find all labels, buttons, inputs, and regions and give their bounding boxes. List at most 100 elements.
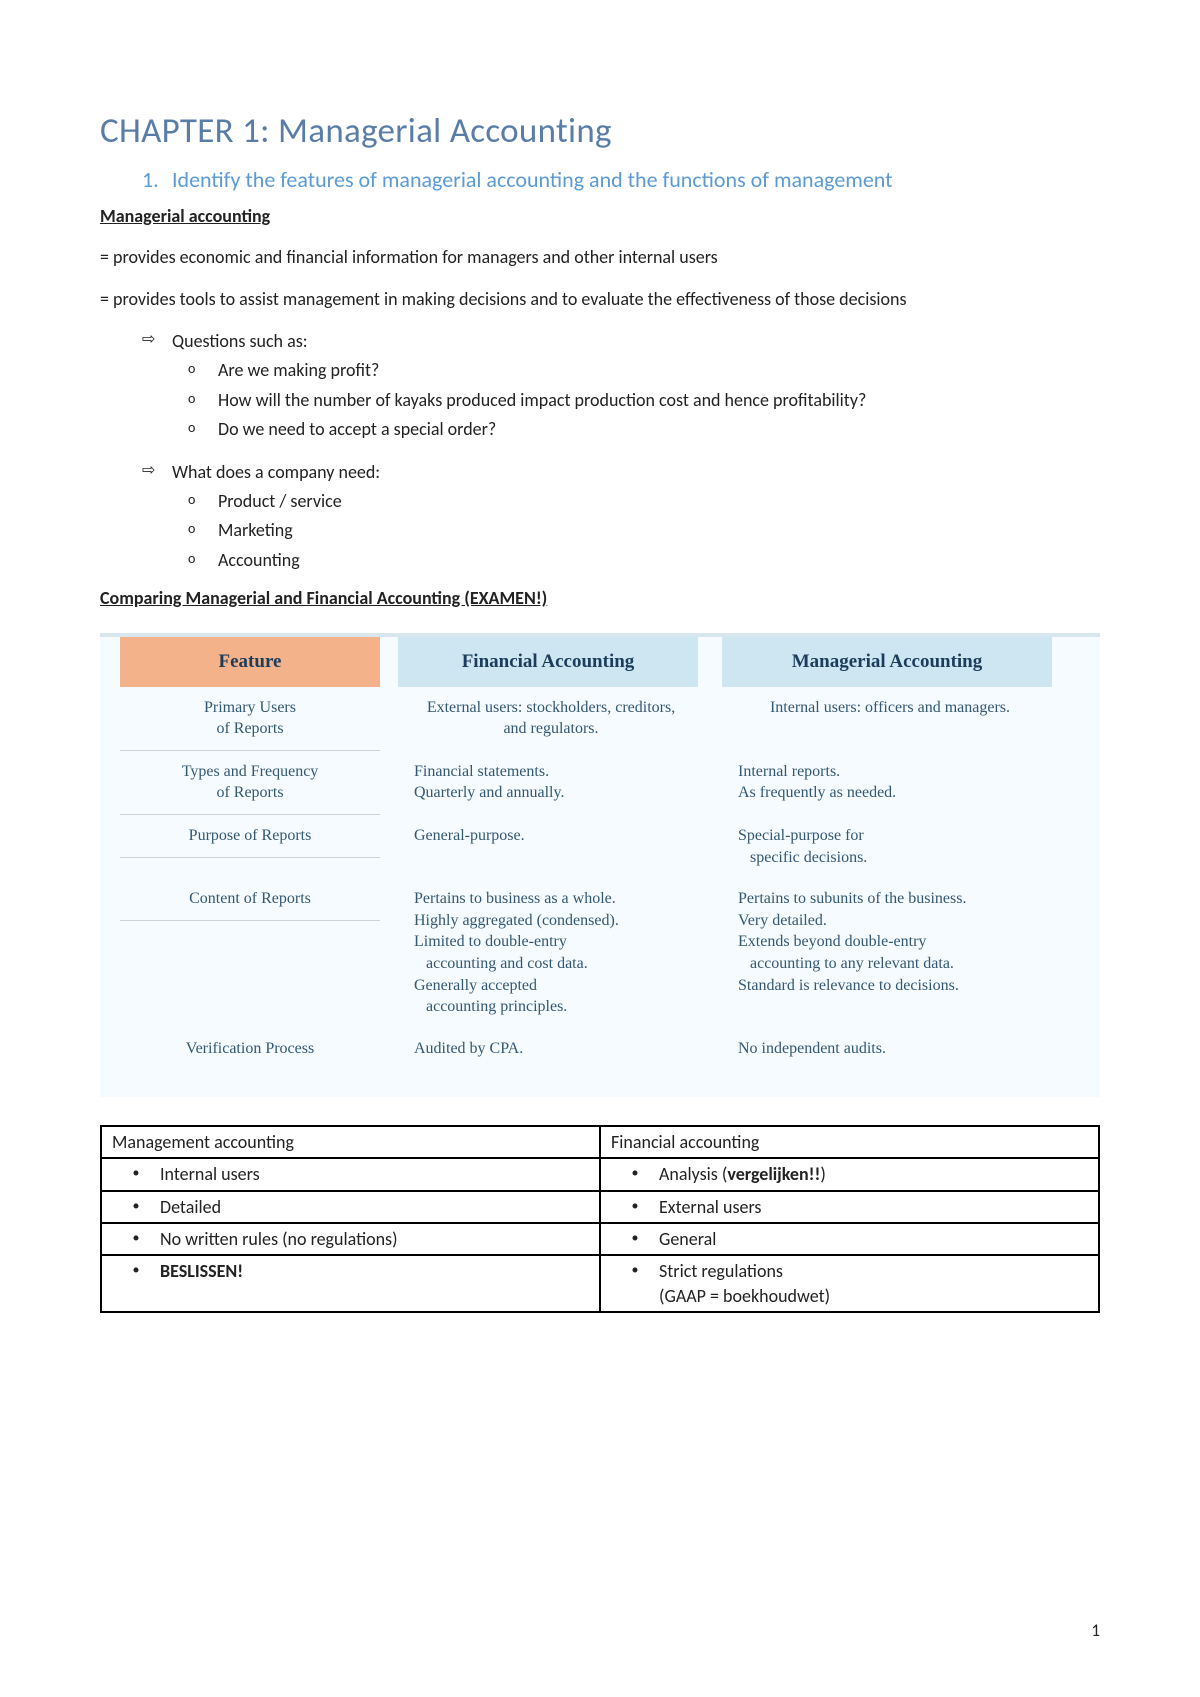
list-item-label: Product / service <box>218 489 342 514</box>
section-title: Identify the features of managerial acco… <box>172 166 893 195</box>
figure-row: Content of Reports Pertains to business … <box>100 878 1100 1028</box>
table-cell: • General <box>600 1223 1099 1255</box>
cell-text: Detailed <box>160 1195 221 1219</box>
figure-row: Types and Frequency of Reports Financial… <box>100 751 1100 815</box>
figure-header-row: Feature Financial Accounting Managerial … <box>100 637 1100 687</box>
arrow-item: ⇨ Questions such as: <box>142 329 1100 354</box>
figure-cell-managerial: Special-purpose for specific decisions. <box>722 815 1052 878</box>
figure-cell-managerial: No independent audits. <box>722 1028 1052 1070</box>
bullet-icon: • <box>611 1162 659 1184</box>
table-row: • Internal users • Analysis (vergelijken… <box>101 1158 1099 1190</box>
figure-header-feature: Feature <box>120 637 380 687</box>
line: As frequently as needed. <box>738 784 896 801</box>
line: accounting principles. <box>414 998 567 1015</box>
line: Standard is relevance to decisions. <box>738 977 959 994</box>
figure-cell-financial: Financial statements. Quarterly and annu… <box>398 751 698 814</box>
line: accounting to any relevant data. <box>738 955 954 972</box>
bullet-icon: • <box>112 1259 160 1281</box>
arrow-list-questions: ⇨ Questions such as: <box>100 329 1100 354</box>
line: Quarterly and annually. <box>414 784 564 801</box>
circle-list-company-needs: o Product / service o Marketing o Accoun… <box>100 489 1100 573</box>
line: accounting and cost data. <box>414 955 588 972</box>
bullet-icon: • <box>611 1195 659 1217</box>
line: Types and Frequency <box>182 763 319 780</box>
list-item: o Product / service <box>188 489 1100 514</box>
comparison-figure: Feature Financial Accounting Managerial … <box>100 633 1100 1098</box>
circle-bullet-icon: o <box>188 388 218 409</box>
figure-cell-managerial: Pertains to subunits of the business. Ve… <box>722 878 1052 1006</box>
table-row: • BESLISSEN! • Strict regulations (GAAP … <box>101 1255 1099 1312</box>
line: Primary Users <box>204 699 296 716</box>
line: Pertains to business as a whole. <box>414 890 616 907</box>
table-cell: • External users <box>600 1191 1099 1223</box>
cell-text: Internal users <box>160 1162 260 1186</box>
line: Financial statements. <box>414 763 549 780</box>
definition-1: = provides economic and financial inform… <box>100 245 1100 269</box>
figure-row: Purpose of Reports General-purpose. Spec… <box>100 815 1100 878</box>
page: CHAPTER 1: Managerial Accounting 1. Iden… <box>0 0 1200 1697</box>
figure-cell-financial: External users: stockholders, creditors,… <box>398 687 698 750</box>
bullet-icon: • <box>112 1227 160 1249</box>
cell-text: General <box>659 1227 716 1251</box>
figure-cell-financial: Pertains to business as a whole. Highly … <box>398 878 698 1028</box>
figure-cell-feature: Primary Users of Reports <box>120 687 380 751</box>
bullet-icon: • <box>611 1259 659 1281</box>
figure-cell-financial: Audited by CPA. <box>398 1028 698 1070</box>
bullet-icon: • <box>112 1162 160 1184</box>
table-cell: • Analysis (vergelijken!!) <box>600 1158 1099 1190</box>
cell-text: Strict regulations (GAAP = boekhoudwet) <box>659 1259 830 1308</box>
arrow-right-icon: ⇨ <box>142 329 172 351</box>
line: Very detailed. <box>738 912 827 929</box>
arrow-item: ⇨ What does a company need: <box>142 460 1100 485</box>
line: Limited to double-entry <box>414 933 567 950</box>
subheading-managerial-accounting: Managerial accounting <box>100 205 1100 227</box>
cell-text: External users <box>659 1195 761 1219</box>
comparison-table: Management accounting Financial accounti… <box>100 1125 1100 1312</box>
section-heading: 1. Identify the features of managerial a… <box>100 166 1100 195</box>
line: Extends beyond double-entry <box>738 933 926 950</box>
line: Highly aggregated (condensed). <box>414 912 619 929</box>
list-item-label: How will the number of kayaks produced i… <box>218 388 866 413</box>
figure-row: Primary Users of Reports External users:… <box>100 687 1100 751</box>
arrow-right-icon: ⇨ <box>142 460 172 482</box>
figure-cell-feature: Verification Process <box>120 1028 380 1070</box>
circle-bullet-icon: o <box>188 417 218 438</box>
figure-row: Verification Process Audited by CPA. No … <box>100 1028 1100 1070</box>
table-cell: • Strict regulations (GAAP = boekhoudwet… <box>600 1255 1099 1312</box>
line: specific decisions. <box>738 849 867 866</box>
table-cell: • BESLISSEN! <box>101 1255 600 1312</box>
circle-bullet-icon: o <box>188 358 218 379</box>
subheading-compare: Comparing Managerial and Financial Accou… <box>100 587 1100 609</box>
list-item: o Accounting <box>188 548 1100 573</box>
table-header-left: Management accounting <box>101 1126 600 1158</box>
section-number: 1. <box>142 166 172 193</box>
list-item-label: Do we need to accept a special order? <box>218 417 496 442</box>
figure-cell-feature: Purpose of Reports <box>120 815 380 858</box>
table-row: • No written rules (no regulations) • Ge… <box>101 1223 1099 1255</box>
arrow-label: Questions such as: <box>172 329 308 354</box>
line: of Reports <box>216 784 283 801</box>
figure-cell-feature: Content of Reports <box>120 878 380 921</box>
figure-cell-feature: Types and Frequency of Reports <box>120 751 380 815</box>
t: ) <box>820 1163 825 1185</box>
cell-text: Analysis (vergelijken!!) <box>659 1162 826 1186</box>
line: (GAAP = boekhoudwet) <box>659 1284 830 1308</box>
list-item-label: Accounting <box>218 548 300 573</box>
figure-cell-financial: General-purpose. <box>398 815 698 857</box>
arrow-list-company-needs: ⇨ What does a company need: <box>100 460 1100 485</box>
table-row: Management accounting Financial accounti… <box>101 1126 1099 1158</box>
list-item: o How will the number of kayaks produced… <box>188 388 1100 413</box>
figure-body: Primary Users of Reports External users:… <box>100 687 1100 1070</box>
table-cell: • No written rules (no regulations) <box>101 1223 600 1255</box>
circle-bullet-icon: o <box>188 548 218 569</box>
list-item-label: Marketing <box>218 518 293 543</box>
cell-text: No written rules (no regulations) <box>160 1227 398 1251</box>
definition-2: = provides tools to assist management in… <box>100 287 1100 311</box>
figure-cell-managerial: Internal reports. As frequently as neede… <box>722 751 1052 814</box>
figure-header-financial: Financial Accounting <box>398 637 698 687</box>
line: Special-purpose for <box>738 827 864 844</box>
line: Internal reports. <box>738 763 840 780</box>
chapter-title: CHAPTER 1: Managerial Accounting <box>100 110 1100 152</box>
line: of Reports <box>216 720 283 737</box>
list-item: o Marketing <box>188 518 1100 543</box>
